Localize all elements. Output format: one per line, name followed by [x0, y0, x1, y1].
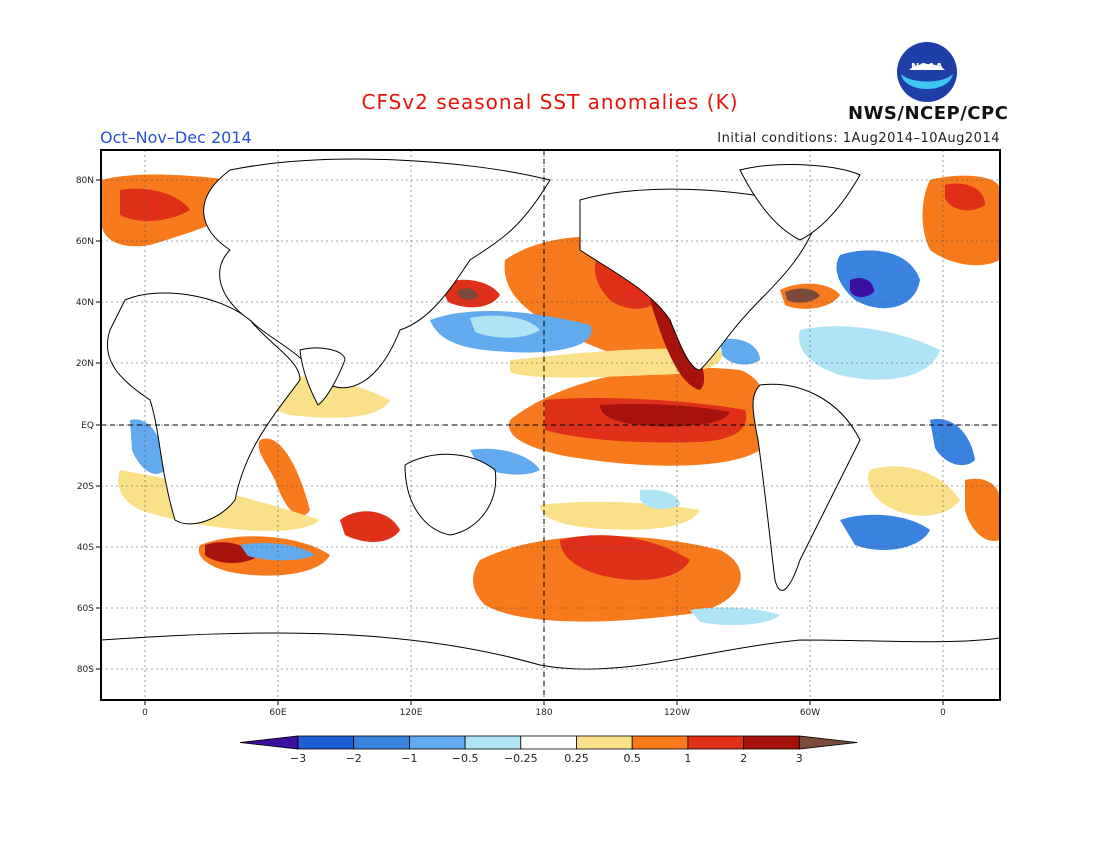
colorbar-high-arrow: [798, 735, 858, 750]
colorbar-swatch: [297, 735, 355, 750]
colorbar-label: 0.5: [623, 752, 641, 765]
lat-tick-label: 80S: [77, 665, 94, 675]
lon-tick-label: 180: [535, 708, 552, 718]
south-america-landmass: [752, 383, 861, 591]
colorbar-swatch: [743, 735, 800, 750]
lon-tick-label: 0: [940, 708, 946, 718]
antarctica-landmass: [101, 632, 1000, 700]
colorbar-label: 0.25: [564, 752, 589, 765]
lat-tick-label: 60N: [76, 237, 94, 247]
chart-title: CFSv2 seasonal SST anomalies (K): [361, 90, 739, 114]
lat-tick-label: 40S: [77, 543, 94, 553]
lon-tick-label: 120E: [400, 708, 423, 718]
latitude-labels: 80N 60N 40N 20N EQ 20S 40S 60S 80S: [76, 176, 101, 675]
lat-tick-label: 20S: [77, 482, 94, 492]
greenland-landmass: [739, 164, 861, 241]
australia-landmass: [404, 453, 497, 536]
lon-tick-label: 60W: [800, 708, 820, 718]
lat-tick-label: EQ: [81, 421, 94, 431]
lon-tick-label: 60E: [269, 708, 286, 718]
colorbar-swatch: [408, 735, 466, 750]
noaa-logo: NOAA: [897, 42, 957, 102]
colorbar-label: 1: [684, 752, 691, 765]
forecast-period: Oct–Nov–Dec 2014: [100, 128, 252, 147]
colorbar-swatch: [464, 735, 522, 750]
colorbar-swatch: [687, 735, 745, 750]
north-america-landmass: [579, 188, 821, 371]
eurasia-landmass: [203, 158, 551, 389]
lon-tick-label: 0: [142, 708, 148, 718]
colorbar-low-arrow: [239, 735, 299, 750]
colorbar-label: −2: [346, 752, 362, 765]
initial-conditions: Initial conditions: 1Aug2014–10Aug2014: [717, 131, 1000, 146]
colorbar-swatch: [353, 735, 410, 750]
longitude-labels: 0 60E 120E 180 120W 60W 0: [142, 700, 946, 718]
noaa-logo-text: NOAA: [911, 62, 943, 73]
lat-tick-label: 60S: [77, 604, 94, 614]
colorbar-label: 2: [740, 752, 747, 765]
continents: [101, 158, 1000, 700]
india-landmass: [299, 347, 346, 406]
lat-tick-label: 20N: [76, 359, 94, 369]
colorbar-label: −3: [290, 752, 306, 765]
agency-label: NWS/NCEP/CPC: [848, 103, 1009, 124]
colorbar-label: −0.5: [452, 752, 479, 765]
colorbar: −3 −2 −1 −0.5 −0.25 0.25 0.5 1 2 3: [239, 735, 858, 765]
colorbar-label: −1: [401, 752, 417, 765]
lat-tick-label: 40N: [76, 298, 94, 308]
colorbar-label: −0.25: [504, 752, 538, 765]
colorbar-swatch: [576, 735, 633, 750]
colorbar-swatch: [631, 735, 689, 750]
colorbar-swatch: [520, 735, 577, 750]
colorbar-label: 3: [796, 752, 803, 765]
lon-tick-label: 120W: [664, 708, 690, 718]
lat-tick-label: 80N: [76, 176, 94, 186]
